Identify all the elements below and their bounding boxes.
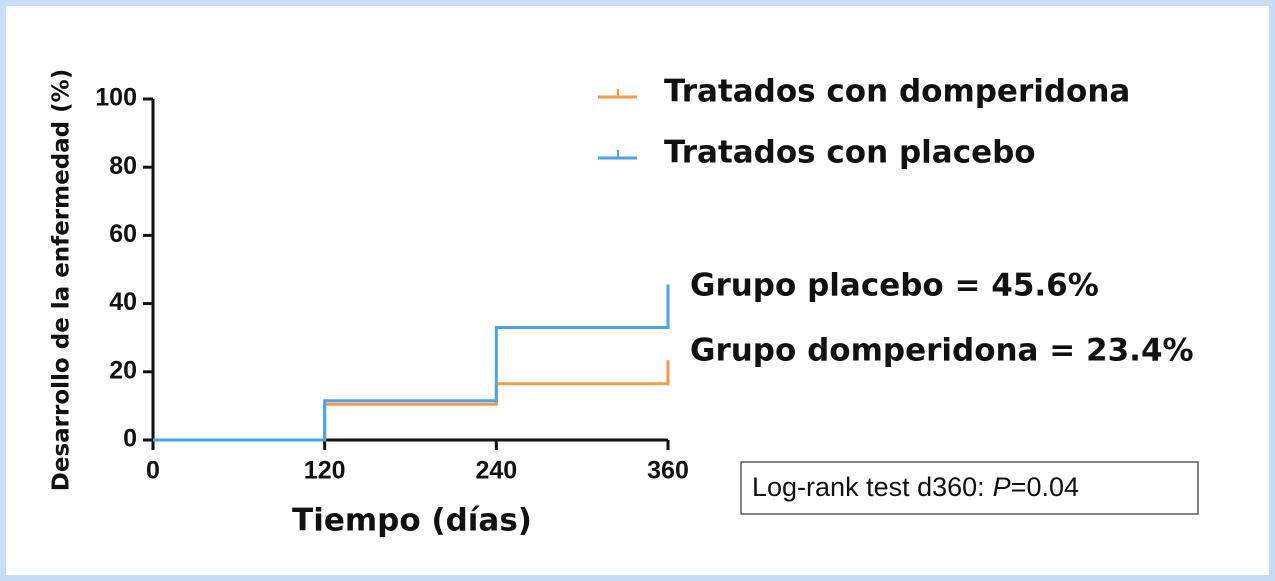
legend-label: Tratados con domperidona: [664, 74, 1130, 110]
x-tick-label: 120: [304, 457, 346, 485]
y-tick-label: 0: [123, 425, 137, 453]
y-axis-label: Desarrollo de la enfermedad (%): [49, 69, 75, 491]
annotation: Grupo domperidona = 23.4%: [690, 333, 1194, 369]
y-tick-label: 40: [109, 288, 137, 316]
test-box: [740, 461, 1199, 515]
step-line: [153, 284, 670, 442]
test-text: Log-rank test d360: P=0.04: [752, 472, 1079, 502]
test-italic: P: [993, 472, 1011, 502]
annotation: Grupo placebo = 45.6%: [690, 268, 1099, 304]
x-tick-label: 240: [475, 457, 517, 485]
x-tick-label: 0: [146, 457, 160, 485]
y-tick-label: 20: [109, 356, 137, 384]
y-tick-label: 100: [95, 84, 137, 112]
x-tick-label: 360: [647, 457, 689, 485]
test-suffix: =0.04: [1011, 472, 1079, 502]
y-tick-label: 80: [109, 152, 137, 180]
legend-label: Tratados con placebo: [664, 135, 1036, 171]
x-axis-label: Tiempo (días): [292, 503, 532, 539]
y-tick-label: 60: [109, 220, 137, 248]
test-prefix: Log-rank test d360:: [752, 472, 985, 502]
